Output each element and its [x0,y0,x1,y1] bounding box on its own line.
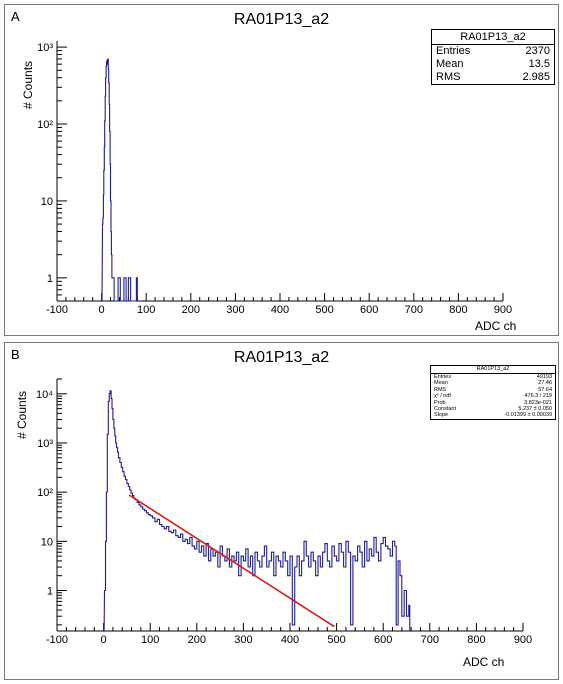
y-tick-label: 10² [37,487,53,499]
y-tick-label: 10 [41,536,53,548]
panel-letter-b: B [11,347,20,362]
x-tick-label: 800 [449,304,467,316]
x-tick-label: 400 [271,304,289,316]
stats-label: Mean [434,380,448,387]
chart-panel-b: B RA01P13_a2 -100 0 100 200 300 400 500 600 700 8… [4,342,559,680]
x-tick-label: 200 [188,634,206,646]
histogram-line [101,58,138,302]
stats-label: Entries [434,374,452,380]
y-tick-label: 10³ [37,42,53,54]
x-tick-label: 700 [421,634,439,646]
stats-box-b: RA01P13_a2 Entries 49193 Mean 27.46 RMS 57.… [430,365,556,420]
x-tick-label: 800 [467,634,485,646]
x-tick-label: 200 [182,304,200,316]
y-tick-label: 1 [47,273,53,285]
fit-line [128,494,335,628]
stats-row: Prob 3.823e-021 [431,400,555,406]
stats-box-a: RA01P13_a2 Entries 2370 Mean 13.5 RMS 2.985 [431,29,555,85]
x-axis-label-b: ADC ch [463,655,505,669]
y-tick-label: 1 [47,585,53,597]
x-tick-label: 400 [281,634,299,646]
stats-label: Slope [434,412,449,419]
x-tick-label: 100 [137,304,155,316]
stats-row: Slope -0.01399 ± 0.00039 [431,412,555,418]
histogram-plot-b: -100 0 100 200 300 400 500 600 700 800 900 1 10 10² 10… [36,378,532,646]
stats-row: Mean 27.46 [431,380,555,386]
stats-value: 3.823e-021 [524,399,552,406]
stats-row: Entries 49193 [431,374,555,380]
x-tick-label: 0 [101,634,107,646]
stats-value: 57.64 [538,386,552,393]
y-axis-label-a: # Counts [21,60,35,109]
stats-label: χ² / ndf [434,393,451,400]
stats-value: 27.46 [538,380,552,387]
y-axis-label-b: # Counts [15,390,29,439]
stats-label: Mean [436,58,464,70]
panel-letter-a: A [11,9,20,24]
x-tick-label: -100 [46,634,68,646]
x-tick-label: 900 [514,634,532,646]
x-tick-label: 300 [226,304,244,316]
stats-value: -0.01399 ± 0.00039 [504,412,552,419]
histogram-line [103,390,411,632]
y-tick-label: 10³ [37,438,53,450]
stats-row: Constant 5.237 ± 0.050 [431,406,555,412]
stats-value: 2.985 [522,71,550,83]
y-tick-label: 10⁴ [36,389,53,401]
chart-title-b: RA01P13_a2 [233,349,330,366]
x-tick-label: 500 [315,304,333,316]
x-tick-label: 500 [327,634,345,646]
stats-label: RMS [436,71,461,83]
stats-row: Mean 13.5 [432,58,554,71]
y-tick-label: 10 [41,196,53,208]
stats-label: Prob [434,399,446,406]
x-tick-label: 600 [374,634,392,646]
stats-value: 2370 [525,45,550,57]
stats-box-title-a: RA01P13_a2 [432,30,554,45]
stats-box-title-b: RA01P13_a2 [431,366,555,374]
stats-row: χ² / ndf 476.3 / 219 [431,393,555,399]
x-tick-label: 100 [141,634,159,646]
stats-value: 13.5 [528,58,550,70]
stats-label: Constant [434,406,457,413]
x-tick-label: 300 [234,634,252,646]
x-tick-label: 0 [99,304,105,316]
stats-row: RMS 57.64 [431,387,555,393]
stats-value: 476.3 / 219 [524,393,552,400]
y-tick-label: 10² [37,119,53,131]
stats-label: Entries [436,45,471,57]
x-tick-label: 600 [360,304,378,316]
chart-title-a: RA01P13_a2 [233,11,330,28]
stats-value: 49193 [536,374,552,380]
stats-row: RMS 2.985 [432,71,554,84]
x-tick-label: 700 [405,304,423,316]
stats-value: 5.237 ± 0.050 [518,406,552,413]
x-axis-label-a: ADC ch [475,319,517,333]
histogram-plot-a: -100 0 100 200 300 400 500 600 700 800 900 1 10 10² 10… [37,41,512,316]
chart-panel-a: A RA01P13_a2 -100 0 100 200 300 400 500 600 700 8… [4,4,559,336]
x-tick-label: -100 [46,304,68,316]
stats-label: RMS [434,386,447,393]
stats-row: Entries 2370 [432,45,554,58]
x-tick-label: 900 [494,304,512,316]
